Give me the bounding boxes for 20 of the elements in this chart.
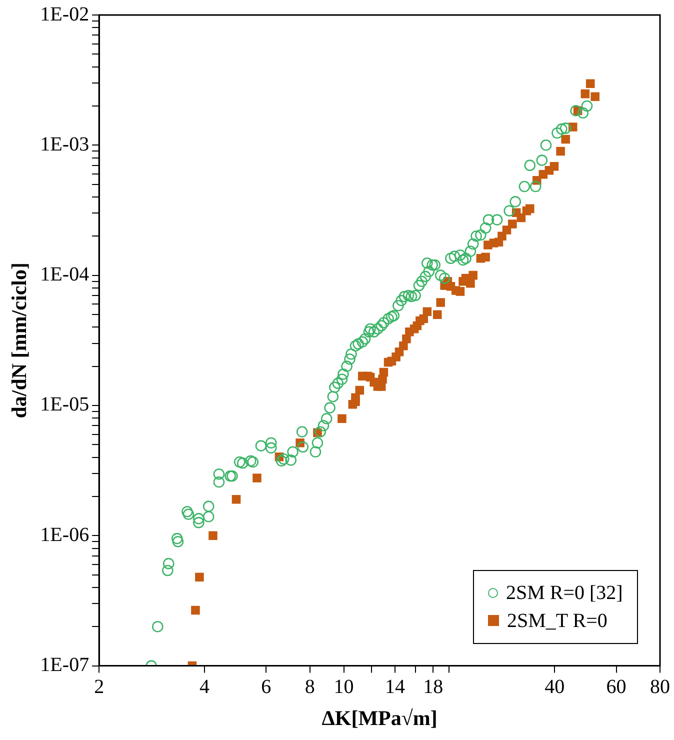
legend-label: 2SM R=0 [32] <box>506 580 623 606</box>
x-tick-label: 6 <box>261 676 272 698</box>
x-tick-label: 40 <box>544 676 565 698</box>
x-axis-title: ΔK[MPa√m] <box>322 706 438 730</box>
y-tick-label: 1E-02 <box>40 3 90 26</box>
x-tick-label: 2 <box>94 676 104 698</box>
y-tick-label: 1E-04 <box>40 264 90 286</box>
y-tick-label: 1E-03 <box>40 133 90 156</box>
legend-label: 2SM_T R=0 <box>507 608 608 634</box>
x-tick-label: 18 <box>423 676 444 698</box>
x-tick-label: 10 <box>334 676 354 698</box>
y-tick-label: 1E-07 <box>40 654 90 676</box>
x-tick-label: 4 <box>199 676 210 698</box>
x-tick-label: 14 <box>384 676 405 698</box>
y-tick-label: 1E-06 <box>40 524 90 546</box>
x-tick-label: 60 <box>606 676 626 698</box>
y-tick-label: 1E-05 <box>40 394 90 416</box>
x-tick-label: 80 <box>650 676 670 698</box>
x-tick-label: 8 <box>304 676 315 698</box>
y-axis-title: da/dN [mm/ciclo] <box>7 262 32 418</box>
